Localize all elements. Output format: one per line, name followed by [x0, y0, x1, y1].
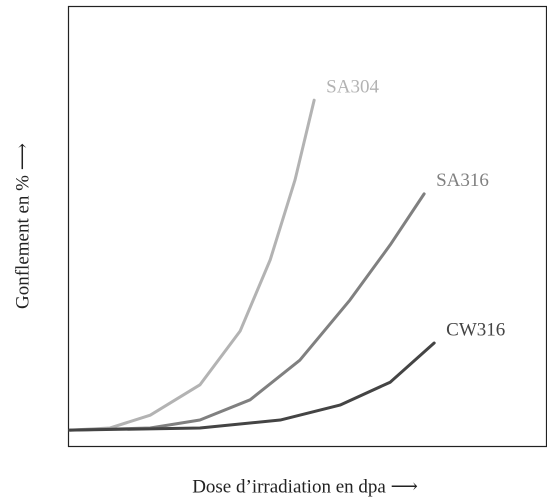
- series-label: CW316: [446, 319, 505, 340]
- line: [68, 192, 426, 432]
- series-label: SA304: [326, 77, 379, 98]
- series-label: SA316: [436, 170, 489, 191]
- plot-frame: [67, 5, 547, 448]
- x-axis-label: Dose d’irradiation en dpa ⟶: [192, 476, 418, 497]
- line: [68, 98, 316, 432]
- line: [68, 341, 436, 432]
- y-axis-label: Gonflement en % ⟶: [12, 143, 33, 309]
